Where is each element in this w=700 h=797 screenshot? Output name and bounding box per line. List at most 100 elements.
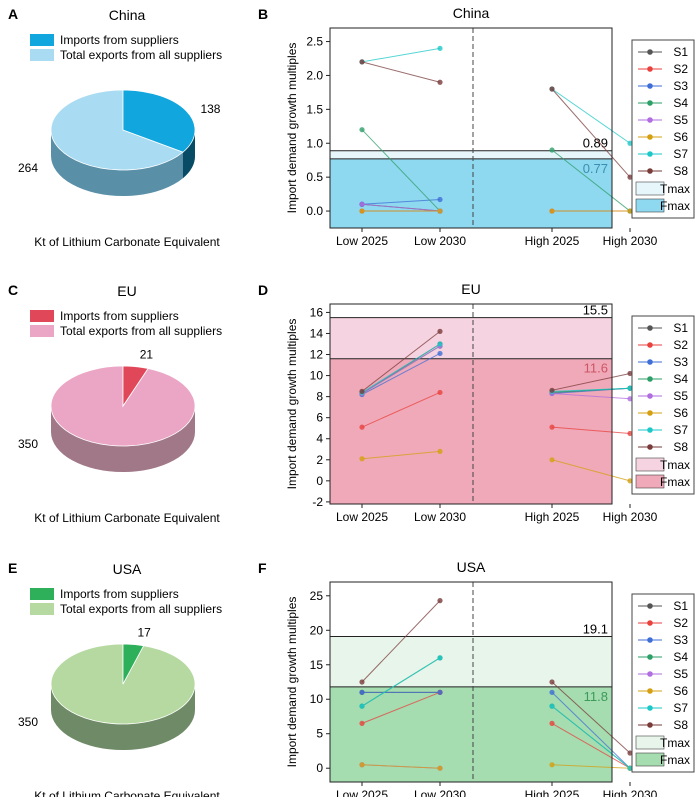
panel-letter-f: F: [258, 560, 267, 576]
legend-label-tmax: Tmax: [660, 458, 690, 472]
legend-label-tmax: Tmax: [660, 182, 690, 196]
data-point-s7: [437, 655, 443, 661]
x-tick-label: High 2025: [525, 234, 580, 248]
pie-label-imports: 21: [140, 348, 154, 362]
data-point-s8: [359, 679, 365, 685]
series-line-s6: [361, 450, 441, 460]
fmax-value-label: 0.77: [583, 161, 608, 176]
legend-marker-s8: [647, 168, 653, 174]
y-tick-label: 0: [316, 474, 323, 488]
series-line-s7: [361, 47, 441, 63]
data-point-s3: [437, 196, 443, 203]
data-point-s6: [549, 208, 555, 214]
y-tick-label: 10: [310, 692, 324, 706]
plot-frame: [329, 303, 613, 505]
y-tick-label: 0.0: [306, 204, 323, 218]
series-line-s8: [551, 372, 631, 391]
legend-label-s7: S7: [673, 701, 688, 715]
legend-label-s8: S8: [673, 164, 688, 178]
y-tick-label: 16: [310, 305, 324, 319]
pie-legend-label-imports: Imports from suppliers: [60, 587, 179, 601]
legend-marker-s4: [647, 100, 653, 106]
data-point-s6: [549, 457, 555, 463]
pie-label-total: 350: [18, 715, 38, 729]
pie-side: [51, 130, 195, 196]
data-point-s2: [437, 389, 443, 396]
y-axis-label: Import demand growth multiples: [285, 43, 299, 214]
legend-swatch-fmax: [635, 752, 665, 767]
fmax-band: [330, 358, 612, 504]
legend-marker-s3: [647, 637, 653, 643]
series-line-s3: [551, 691, 631, 769]
x-tick-label: High 2030: [603, 234, 658, 248]
panel-letter-a: A: [8, 6, 19, 22]
fmax-value-label: 11.6: [584, 361, 608, 376]
series-line-s5: [361, 203, 441, 212]
series-line-s8: [361, 61, 441, 83]
chart-title: EU: [461, 281, 480, 297]
data-point-s8: [437, 79, 443, 85]
data-point-s4: [549, 147, 555, 153]
legend-label-s7: S7: [673, 147, 688, 161]
legend-marker-s1: [647, 49, 653, 55]
data-point-s7: [627, 385, 633, 391]
panel-letter-b: B: [258, 6, 269, 22]
legend-swatch-fmax: [635, 474, 665, 489]
legend-marker-s3: [647, 359, 653, 365]
x-tick-label: Low 2025: [336, 788, 388, 797]
y-tick-label: 5: [316, 727, 323, 741]
x-tick-label: High 2025: [525, 510, 580, 524]
pie-label-imports: 17: [137, 625, 151, 639]
legend-marker-s8: [647, 444, 653, 450]
pie-legend-label-imports: Imports from suppliers: [60, 33, 179, 47]
data-point-s8: [549, 679, 555, 685]
legend-swatch-tmax: [635, 735, 665, 750]
panel-letter-c: C: [8, 282, 19, 298]
y-tick-label: 1.0: [306, 136, 323, 150]
y-tick-label: 0.5: [306, 170, 323, 184]
data-point-s3: [359, 689, 365, 695]
series-line-s3: [361, 199, 441, 205]
legend-marker-s1: [647, 325, 653, 331]
series-line-s8: [551, 681, 631, 754]
tmax-value-label: 0.89: [583, 136, 608, 151]
pie-units: Kt of Lithium Carbonate Equivalent: [34, 789, 220, 797]
data-point-s2: [627, 430, 633, 437]
tmax-band: [330, 150, 612, 159]
series-line-s8: [361, 600, 441, 683]
series-line-s3: [361, 353, 441, 395]
pie-legend-swatch-imports: [30, 34, 54, 46]
data-point-s3: [437, 689, 443, 695]
y-axis-label: Import demand growth multiples: [285, 597, 299, 768]
y-tick-label: 10: [310, 369, 324, 383]
data-point-s8: [549, 86, 555, 92]
series-line-s2: [551, 722, 631, 769]
legend-marker-s2: [647, 342, 653, 348]
y-tick-label: 0: [316, 761, 323, 775]
x-tick-label: High 2030: [603, 788, 658, 797]
data-point-s6: [437, 765, 443, 771]
y-tick-label: 20: [310, 623, 324, 637]
x-tick-label: High 2030: [603, 510, 658, 524]
pie-legend-label-imports: Imports from suppliers: [60, 309, 179, 323]
fmax-band: [330, 158, 612, 228]
series-line-s7: [361, 343, 441, 393]
pie-legend-label-total: Total exports from all suppliers: [60, 48, 222, 62]
pie-title: China: [109, 7, 146, 23]
data-point-s7: [627, 140, 633, 146]
data-point-s8: [627, 370, 633, 377]
data-point-s3: [437, 350, 443, 357]
data-point-s6: [359, 456, 365, 462]
series-line-s2: [551, 426, 631, 434]
legend-label-s6: S6: [673, 684, 688, 698]
data-point-s6: [549, 762, 555, 768]
legend-label-tmax: Tmax: [660, 736, 690, 750]
pie-title: USA: [113, 561, 142, 577]
tmax-band: [330, 636, 612, 687]
chart-title: China: [453, 5, 490, 21]
legend-marker-s7: [647, 427, 653, 433]
data-point-s8: [437, 328, 443, 334]
legend-marker-s5: [647, 393, 653, 399]
